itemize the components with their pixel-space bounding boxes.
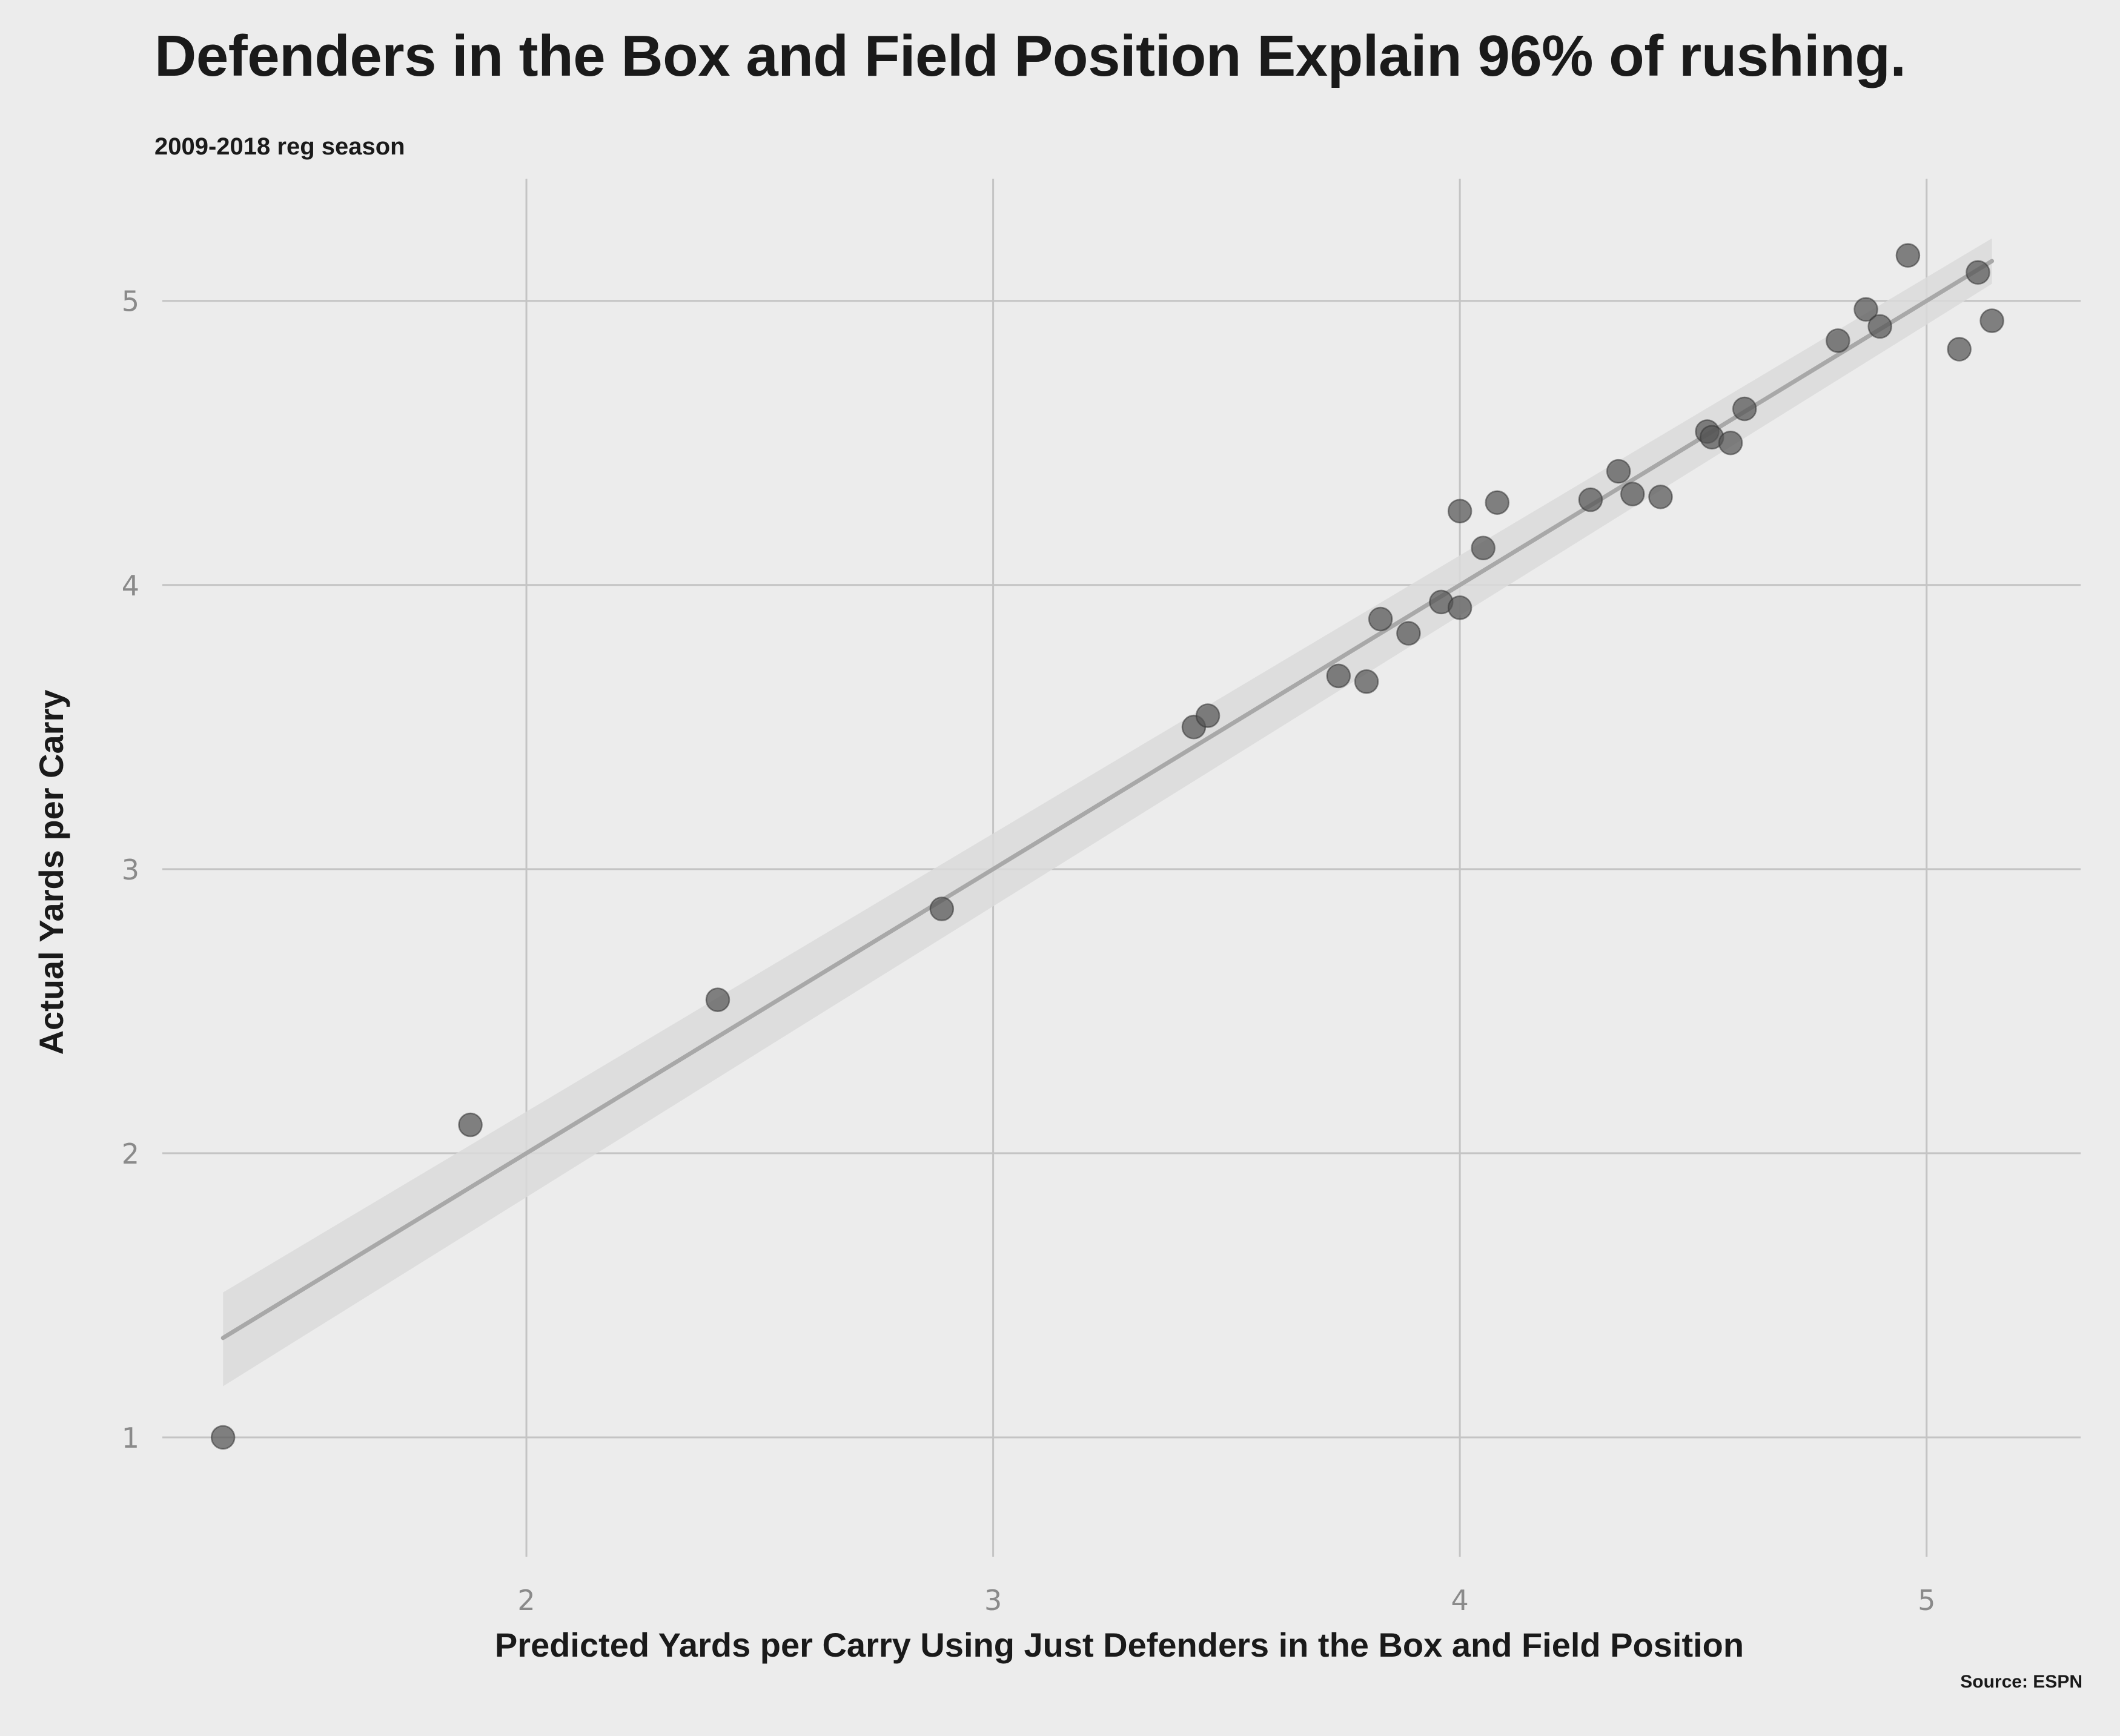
data-point bbox=[1732, 396, 1757, 422]
data-point bbox=[1966, 260, 1990, 285]
confidence-band-group bbox=[223, 238, 1992, 1386]
data-point bbox=[210, 1425, 236, 1450]
data-point bbox=[1853, 297, 1878, 322]
trend-line bbox=[220, 259, 1995, 1340]
grid-lines bbox=[162, 179, 2081, 1557]
data-point bbox=[705, 987, 730, 1012]
chart-title: Defenders in the Box and Field Position … bbox=[154, 24, 1906, 88]
data-point bbox=[1326, 663, 1351, 689]
data-point bbox=[1979, 308, 2004, 333]
data-point bbox=[1195, 703, 1221, 728]
data-point bbox=[1718, 430, 1743, 456]
data-point bbox=[929, 896, 955, 921]
tick-labels: 2 3 4 5 1 2 3 4 5 bbox=[122, 285, 1936, 1617]
data-point bbox=[1578, 487, 1603, 512]
data-point bbox=[458, 1112, 483, 1138]
data-point bbox=[1471, 535, 1496, 561]
chart-subtitle: 2009-2018 reg season bbox=[154, 133, 405, 160]
y-axis-title: Actual Yards per Carry bbox=[32, 690, 70, 1055]
trend-line-group bbox=[220, 259, 1995, 1340]
data-point bbox=[1485, 490, 1510, 515]
y-tick-label: 1 bbox=[122, 1422, 139, 1454]
y-tick-label: 2 bbox=[122, 1138, 139, 1170]
x-tick-label: 4 bbox=[1451, 1584, 1469, 1617]
data-point bbox=[1648, 485, 1673, 509]
y-tick-label: 3 bbox=[122, 853, 139, 886]
y-tick-label: 4 bbox=[122, 569, 139, 602]
data-point bbox=[1396, 621, 1421, 646]
y-tick-label: 5 bbox=[122, 285, 139, 318]
data-point bbox=[1867, 314, 1892, 339]
data-point bbox=[1368, 606, 1393, 632]
x-axis-title: Predicted Yards per Carry Using Just Def… bbox=[495, 1626, 1744, 1664]
data-point bbox=[1826, 328, 1850, 353]
data-point bbox=[1895, 243, 1921, 268]
confidence-band bbox=[223, 238, 1992, 1386]
x-tick-label: 5 bbox=[1918, 1584, 1935, 1617]
data-point bbox=[1620, 482, 1645, 506]
data-point bbox=[1947, 337, 1972, 362]
data-points bbox=[210, 243, 2004, 1450]
data-point bbox=[1447, 595, 1472, 620]
data-point bbox=[1606, 459, 1631, 484]
x-tick-label: 3 bbox=[984, 1584, 1002, 1617]
data-point bbox=[1354, 669, 1379, 694]
source-note: Source: ESPN bbox=[1960, 1672, 2082, 1692]
x-tick-label: 2 bbox=[517, 1584, 535, 1617]
data-point bbox=[1447, 499, 1472, 524]
